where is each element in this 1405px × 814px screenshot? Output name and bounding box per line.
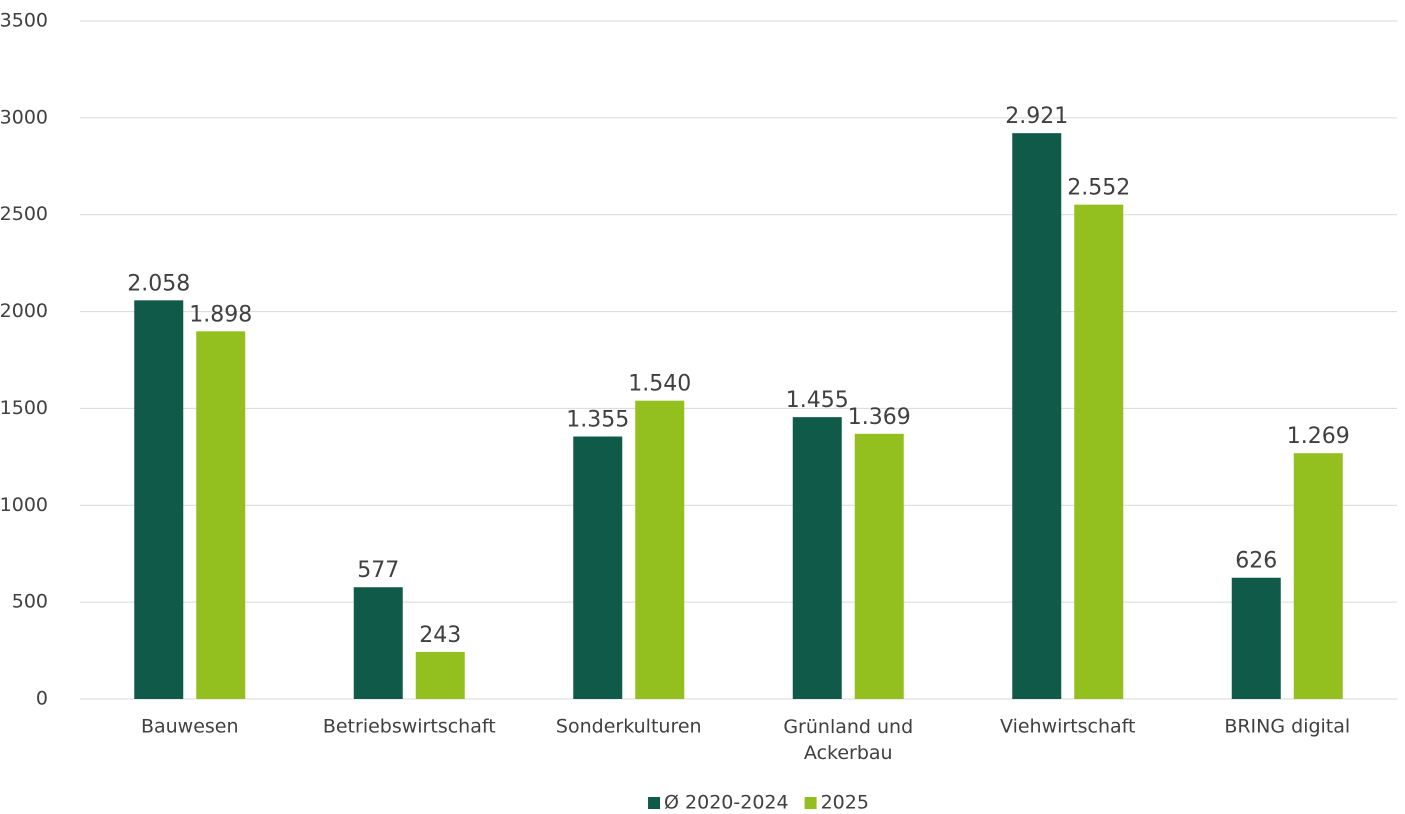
bar (792, 417, 842, 699)
x-tick-label: Sonderkulturen (556, 716, 702, 738)
x-tick-label: BRING digital (1224, 716, 1350, 738)
x-tick-label: Betriebswirtschaft (323, 716, 496, 738)
x-tick-label: Bauwesen (141, 716, 239, 738)
y-tick-label: 2000 (0, 300, 48, 322)
bar (1293, 453, 1343, 699)
value-label: 577 (357, 558, 399, 583)
legend-label: Ø 2020-2024 (664, 792, 789, 814)
legend-swatch (648, 797, 661, 809)
bar (415, 651, 465, 699)
y-tick-label: 3000 (0, 106, 48, 128)
bar (1074, 204, 1124, 699)
value-label: 1.898 (189, 302, 252, 327)
x-tick-label: Viehwirtschaft (1000, 716, 1136, 738)
bar (573, 436, 623, 699)
value-label: 2.552 (1067, 176, 1130, 201)
value-label: 243 (419, 623, 461, 648)
value-label: 626 (1235, 549, 1277, 574)
value-label: 1.540 (628, 372, 691, 397)
value-label: 1.369 (848, 405, 911, 430)
y-tick-label: 0 (36, 688, 48, 710)
bar (635, 400, 685, 699)
value-label: 2.921 (1005, 104, 1068, 129)
legend-label: 2025 (821, 792, 869, 814)
bar (1231, 577, 1281, 699)
x-tick-label: Grünland und Ackerbau (783, 716, 913, 764)
bar (1012, 133, 1062, 699)
y-tick-label: 3500 (0, 10, 48, 32)
y-tick-label: 1500 (0, 397, 48, 419)
y-tick-label: 2500 (0, 203, 48, 225)
y-tick-label: 1000 (0, 494, 48, 516)
value-label: 1.269 (1287, 424, 1350, 449)
bar (854, 433, 904, 699)
bar (134, 300, 184, 699)
legend-swatch (804, 797, 817, 809)
value-label: 1.355 (566, 408, 629, 433)
value-label: 2.058 (127, 271, 190, 296)
bar (196, 331, 246, 699)
value-label: 1.455 (786, 388, 849, 413)
y-tick-label: 500 (12, 591, 48, 613)
bar (353, 587, 403, 699)
